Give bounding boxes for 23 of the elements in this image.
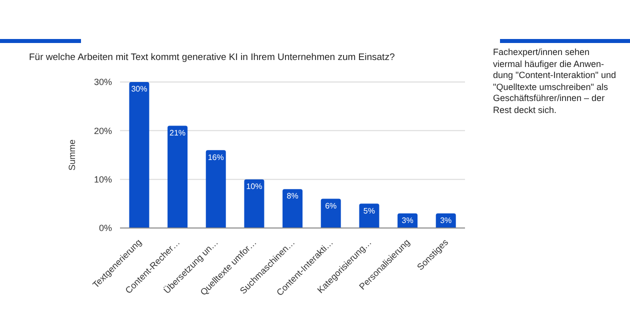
- data-label: 3%: [402, 216, 414, 226]
- bar: [244, 179, 264, 228]
- chart-title: Für welche Arbeiten mit Text kommt generative KI in Ihrem Unternehmen zum Einsatz?: [29, 52, 395, 63]
- bar: [168, 126, 188, 228]
- data-label: 16%: [208, 152, 224, 162]
- bar: [129, 82, 150, 228]
- data-label: 21%: [170, 128, 186, 138]
- text: Fachexpert/innen sehen viermal häufiger die Anwen-dung "Content-Interaktion" und "Quelltexte umschreiben" als Geschäftsführer/innen – der Rest deckt sich.: [493, 47, 617, 116]
- data-label: 5%: [363, 206, 375, 216]
- y-tick-label: 30%: [94, 77, 112, 88]
- data-label: 10%: [246, 182, 262, 192]
- data-label: 6%: [325, 201, 337, 210]
- data-label: 30%: [131, 84, 148, 94]
- y-tick-label: 10%: [94, 174, 112, 185]
- data-label: 3%: [440, 216, 452, 226]
- bar: [320, 198, 341, 228]
- bar: [282, 189, 303, 228]
- y-tick-label: 20%: [94, 126, 112, 136]
- data-label: 8%: [286, 192, 298, 201]
- y-axis-title: Summe: [67, 139, 78, 171]
- bar: [359, 204, 380, 228]
- y-tick-label: 0%: [98, 223, 112, 234]
- bar: [206, 150, 226, 228]
